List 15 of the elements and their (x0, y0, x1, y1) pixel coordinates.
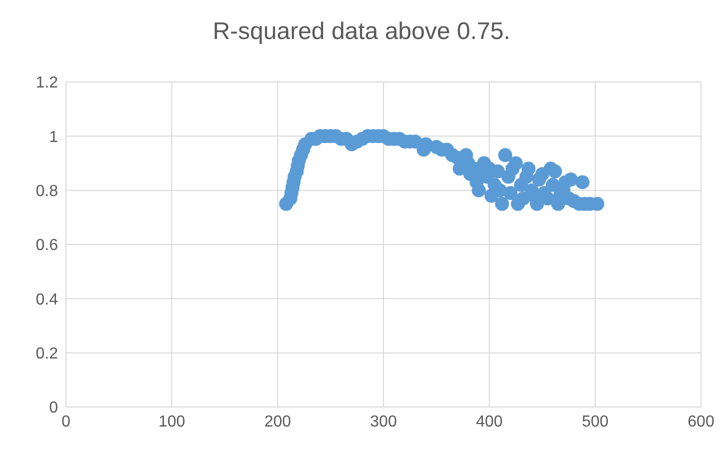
x-tick-label: 600 (688, 413, 714, 430)
x-tick-label: 100 (158, 413, 186, 430)
y-tick-label: 0 (49, 400, 58, 417)
chart-title: R-squared data above 0.75. (212, 17, 512, 47)
y-tick-label: 1 (49, 128, 58, 146)
x-tick-label: 0 (62, 413, 71, 430)
x-tick-label: 500 (582, 413, 609, 430)
y-tick-label: 0.2 (36, 346, 58, 363)
x-tick-label: 400 (476, 413, 503, 430)
y-tick-label: 1.2 (36, 74, 58, 92)
y-tick-label: 0.6 (36, 237, 58, 254)
y-tick-label: 0.4 (36, 291, 58, 308)
x-tick-label: 300 (370, 413, 397, 430)
x-tick-label: 200 (264, 413, 292, 430)
y-tick-label: 0.8 (36, 183, 58, 200)
